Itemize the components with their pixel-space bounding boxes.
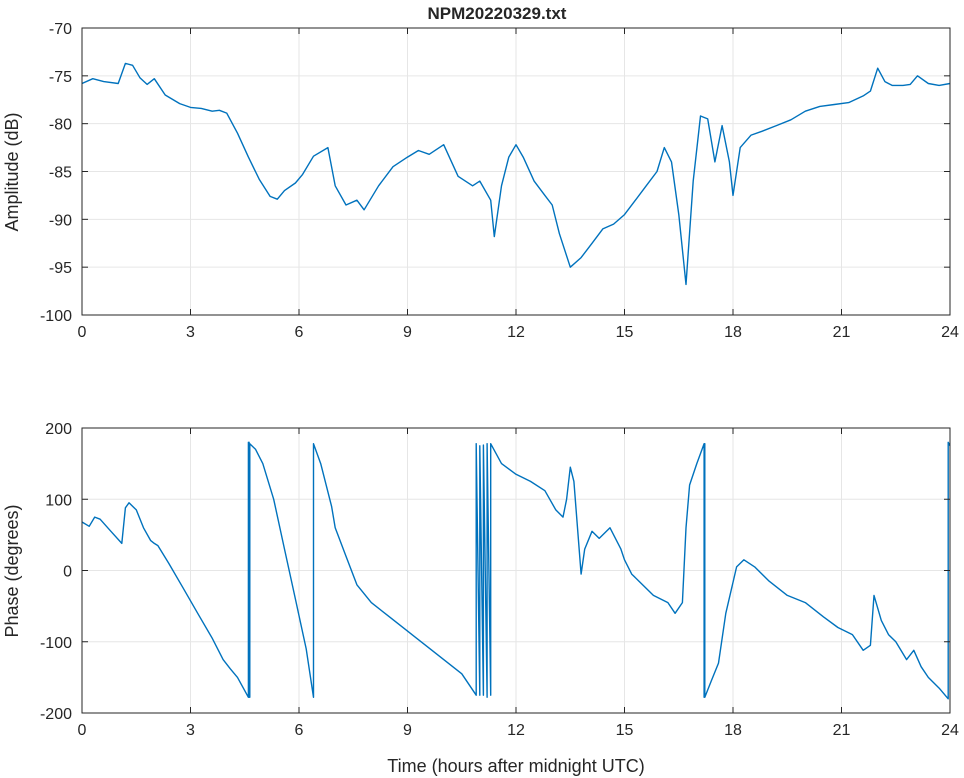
x-tick-label: 0 <box>78 324 87 341</box>
x-tick-label: 24 <box>941 722 959 739</box>
y-tick-label: 100 <box>45 492 72 509</box>
x-tick-label: 9 <box>403 324 412 341</box>
amplitude-panel: 0 3 6 9 12 15 18 21 24 -100 -95 -90 -85 -80 -75 -70 Amp… <box>2 21 959 341</box>
x-tick-label: 12 <box>507 324 525 341</box>
x-tick-label: 18 <box>724 722 742 739</box>
y-tick-label: -85 <box>49 165 72 182</box>
x-tick-label: 6 <box>295 722 304 739</box>
x-tick-label: 0 <box>78 722 87 739</box>
x-tick-label: 24 <box>941 324 959 341</box>
y-tick-label: -75 <box>49 69 72 86</box>
amplitude-series-line <box>81 62 951 286</box>
amplitude-tick-labels: 0 3 6 9 12 15 18 21 24 -100 -95 -90 -85 -80 -75 -70 <box>40 21 959 341</box>
phase-grid <box>81 427 951 714</box>
x-tick-label: 15 <box>616 722 634 739</box>
x-tick-label: 21 <box>833 324 851 341</box>
y-tick-label: -200 <box>40 706 72 723</box>
y-tick-label: -90 <box>49 212 72 229</box>
y-tick-label: 200 <box>45 421 72 438</box>
x-tick-label: 18 <box>724 324 742 341</box>
x-tick-label: 12 <box>507 722 525 739</box>
y-tick-label: 0 <box>63 564 72 581</box>
chart-title: NPM20220329.txt <box>428 4 567 23</box>
x-tick-label: 15 <box>616 324 634 341</box>
phase-tick-labels: 0 3 6 9 12 15 18 21 24 -200 -100 0 100 200 <box>40 421 959 739</box>
y-tick-label: -95 <box>49 260 72 277</box>
amplitude-grid <box>81 27 951 316</box>
phase-panel: 0 3 6 9 12 15 18 21 24 -200 -100 0 100 200 Phase (deg… <box>2 421 959 776</box>
x-tick-label: 3 <box>186 722 195 739</box>
phase-y-axis-label: Phase (degrees) <box>2 504 22 637</box>
x-tick-label: 9 <box>403 722 412 739</box>
x-tick-label: 6 <box>295 324 304 341</box>
y-tick-label: -70 <box>49 21 72 38</box>
x-axis-label: Time (hours after midnight UTC) <box>387 756 644 776</box>
y-tick-label: -100 <box>40 635 72 652</box>
y-tick-label: -80 <box>49 117 72 134</box>
x-tick-label: 21 <box>833 722 851 739</box>
x-tick-label: 3 <box>186 324 195 341</box>
amplitude-y-axis-label: Amplitude (dB) <box>2 112 22 231</box>
phase-series-line <box>81 441 951 700</box>
y-tick-label: -100 <box>40 308 72 325</box>
